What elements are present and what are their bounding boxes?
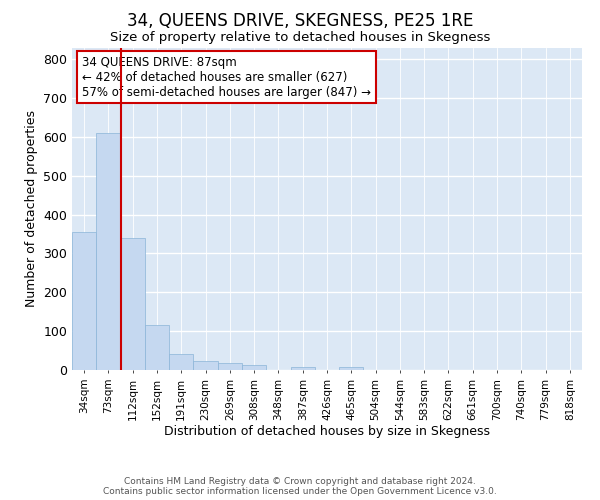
Text: 34, QUEENS DRIVE, SKEGNESS, PE25 1RE: 34, QUEENS DRIVE, SKEGNESS, PE25 1RE bbox=[127, 12, 473, 30]
Bar bbox=[121, 238, 145, 370]
Bar bbox=[193, 362, 218, 370]
Bar bbox=[169, 354, 193, 370]
Y-axis label: Number of detached properties: Number of detached properties bbox=[25, 110, 38, 307]
Bar bbox=[290, 367, 315, 370]
Bar bbox=[339, 368, 364, 370]
Bar bbox=[242, 366, 266, 370]
Bar bbox=[218, 364, 242, 370]
Bar bbox=[96, 133, 121, 370]
Text: Size of property relative to detached houses in Skegness: Size of property relative to detached ho… bbox=[110, 31, 490, 44]
Bar bbox=[72, 232, 96, 370]
Text: 34 QUEENS DRIVE: 87sqm
← 42% of detached houses are smaller (627)
57% of semi-de: 34 QUEENS DRIVE: 87sqm ← 42% of detached… bbox=[82, 56, 371, 98]
Text: Contains HM Land Registry data © Crown copyright and database right 2024.
Contai: Contains HM Land Registry data © Crown c… bbox=[103, 476, 497, 496]
Bar bbox=[145, 326, 169, 370]
X-axis label: Distribution of detached houses by size in Skegness: Distribution of detached houses by size … bbox=[164, 426, 490, 438]
